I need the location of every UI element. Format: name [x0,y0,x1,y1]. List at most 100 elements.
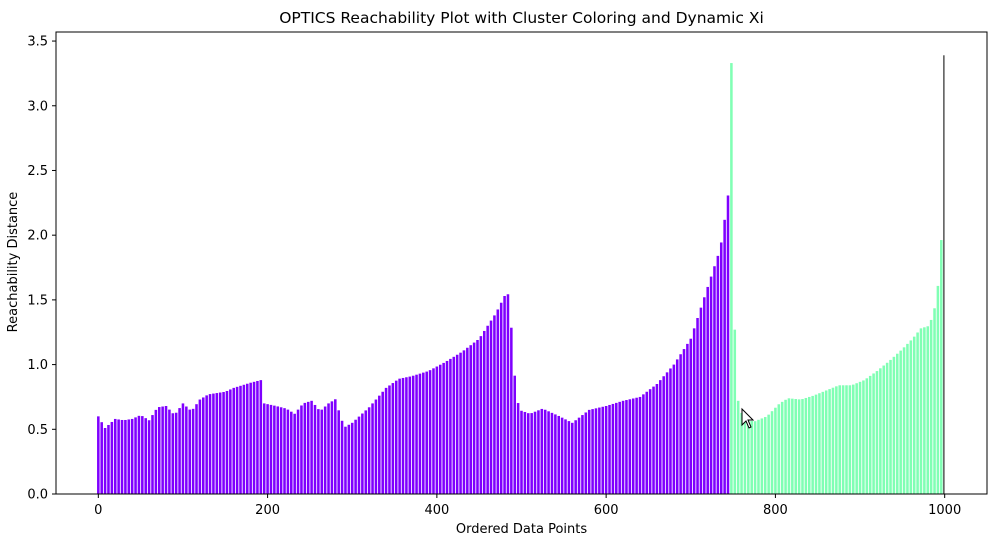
bar-cluster_0 [384,387,388,494]
bar-cluster_0 [303,402,307,494]
bar-cluster_1 [747,420,750,494]
bar-cluster_0 [300,405,303,494]
bar-cluster_1 [770,411,774,494]
bar-cluster_0 [466,347,469,494]
bar-cluster_0 [323,406,327,494]
bar-cluster_0 [371,403,374,494]
bar-cluster_0 [415,374,418,494]
bar-cluster_0 [422,372,425,494]
mouse-cursor-icon [741,407,755,429]
y-axis-title: Reachability Distance [6,192,21,333]
axes-layer: 0 200 400 600 800 1000 0.0 0.5 1.0 1.5 2.0 2.5 3.0 3.… [27,31,988,518]
bar-cluster_0 [564,419,567,494]
bar-cluster_1 [912,336,916,494]
bar-cluster_0 [533,411,537,494]
bar-cluster_1 [885,362,889,494]
bar-cluster_0 [367,407,371,494]
bar-cluster_0 [696,318,699,494]
bar-cluster_0 [273,405,276,494]
bar-cluster_0 [249,382,252,494]
bar-cluster_1 [767,414,770,494]
bar-cluster_1 [872,373,875,494]
bar-cluster_1 [838,385,841,494]
bar-cluster_0 [144,418,147,494]
bar-cluster_0 [506,294,510,494]
bar-cluster_0 [276,406,280,494]
bar-cluster_0 [540,408,544,494]
bar-cluster_0 [354,419,357,494]
bar-cluster_0 [574,420,577,494]
bar-cluster_1 [733,329,737,494]
bar-cluster_0 [543,409,547,494]
bar-cluster_1 [882,365,886,494]
bar-cluster_1 [828,389,831,494]
bar-cluster_0 [317,409,320,494]
bar-cluster_1 [940,240,943,494]
bar-cluster_0 [493,315,496,494]
bar-cluster_1 [841,385,845,494]
bar-cluster_0 [151,415,154,494]
bar-cluster_0 [202,397,205,494]
bar-cluster_0 [601,406,605,494]
bar-cluster_0 [178,408,181,494]
bar-cluster_0 [659,380,662,494]
bar-cluster_0 [699,307,703,494]
bar-cluster_0 [587,409,591,494]
bar-cluster_0 [266,404,269,494]
bar-cluster_0 [547,411,550,494]
bar-cluster_0 [527,413,530,494]
bar-cluster_1 [919,328,923,494]
bar-cluster_1 [936,285,940,494]
bar-cluster_0 [719,242,723,494]
bar-cluster_1 [875,371,879,494]
bar-cluster_1 [896,353,899,494]
bar-cluster_1 [824,390,828,494]
bar-cluster_1 [787,398,791,494]
bar-cluster_0 [327,403,330,494]
bar-cluster_0 [581,415,584,494]
bar-cluster_1 [760,418,764,494]
bar-cluster_0 [716,255,720,494]
bar-cluster_1 [831,387,835,494]
bar-cluster_0 [401,377,405,494]
bar-cluster_0 [124,419,127,494]
bar-cluster_1 [774,407,777,494]
bar-cluster_0 [469,345,472,494]
y-tick-label: 3.5 [27,35,48,50]
bar-cluster_0 [608,404,611,494]
bar-cluster_0 [259,380,263,494]
bar-cluster_1 [801,399,804,494]
bar-cluster_0 [334,399,337,494]
bar-cluster_0 [642,394,645,494]
bar-cluster_0 [648,389,652,494]
bar-cluster_0 [120,419,124,494]
bar-cluster_1 [835,386,838,494]
x-tick-label: 1000 [928,503,961,518]
bar-cluster_0 [374,399,378,494]
y-tick-label: 0.0 [27,488,48,503]
y-tick-label: 1.5 [27,293,48,308]
bar-cluster_0 [442,362,445,494]
bar-cluster_0 [686,343,689,494]
bar-cluster_1 [791,398,794,494]
bar-cluster_1 [814,394,818,494]
bar-cluster_0 [510,327,513,494]
bar-cluster_0 [682,349,686,494]
bar-cluster_0 [181,403,185,494]
bar-cluster_0 [232,387,236,494]
bar-cluster_0 [185,406,188,494]
bar-cluster_0 [432,368,435,494]
bar-cluster_0 [394,380,398,494]
plot-frame [55,31,988,495]
bar-cluster_0 [567,421,571,494]
bar-cluster_0 [571,422,574,494]
bar-cluster_0 [482,330,486,494]
bar-cluster_0 [113,418,117,494]
bar-cluster_1 [916,332,919,494]
bar-cluster_1 [753,421,757,494]
bar-cluster_0 [692,328,696,494]
bar-cluster_1 [784,399,787,494]
bar-cluster_0 [242,384,246,494]
bar-cluster_0 [290,411,293,494]
x-axis-title: Ordered Data Points [456,522,587,537]
